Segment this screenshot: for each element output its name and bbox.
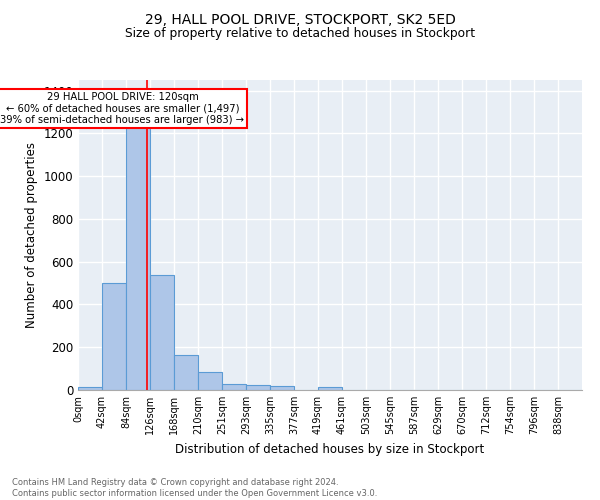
Bar (102, 283, 126, 390)
Text: Contains HM Land Registry data © Crown copyright and database right 2024.
Contai: Contains HM Land Registry data © Crown c… (12, 478, 377, 498)
Text: Size of property relative to detached houses in Stockport: Size of property relative to detached ho… (125, 28, 475, 40)
Bar (318, 387, 342, 390)
Text: 29, HALL POOL DRIVE, STOCKPORT, SK2 5ED: 29, HALL POOL DRIVE, STOCKPORT, SK2 5ED (145, 12, 455, 26)
Bar (222, 384, 246, 390)
Bar (150, 274, 174, 390)
Bar (198, 372, 222, 390)
Bar (126, 110, 150, 390)
X-axis label: Distribution of detached houses by size in Stockport: Distribution of detached houses by size … (175, 442, 485, 456)
Bar (270, 386, 294, 390)
Y-axis label: Number of detached properties: Number of detached properties (25, 142, 38, 328)
Bar (174, 354, 198, 390)
Text: 29 HALL POOL DRIVE: 120sqm
← 60% of detached houses are smaller (1,497)
39% of s: 29 HALL POOL DRIVE: 120sqm ← 60% of deta… (1, 92, 244, 126)
Bar (246, 384, 270, 390)
Bar (78, 387, 102, 390)
